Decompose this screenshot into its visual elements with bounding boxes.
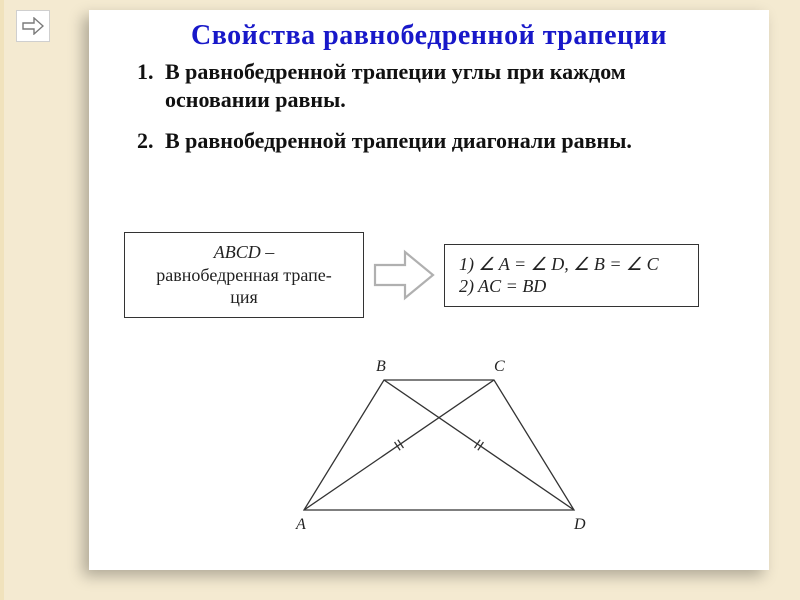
properties-list: В равнобедренной трапеции углы при каждо…	[89, 52, 769, 155]
prev-slide-button[interactable]	[16, 10, 50, 42]
diagonal-bd	[384, 380, 574, 510]
diagonal-ac	[304, 380, 494, 510]
slide: Свойства равнобедренной трапеции В равно…	[89, 10, 769, 570]
premise-box: ABCD – равнобедренная трапе- ция	[124, 232, 364, 318]
big-arrow-icon	[369, 248, 439, 302]
premise-line-3: ция	[230, 287, 258, 307]
slide-background: Свойства равнобедренной трапеции В равно…	[0, 0, 800, 600]
vertex-label-a: A	[296, 516, 306, 534]
trapezoid-figure: A B C D	[294, 360, 584, 530]
big-arrow-path	[375, 252, 433, 298]
trapezoid-shape	[304, 380, 574, 510]
conclusion-line-2: 2) AC = BD	[459, 276, 546, 296]
premise-line-2: равнобедренная трапе-	[156, 265, 331, 285]
vertex-label-b: B	[376, 358, 386, 376]
vertex-label-d: D	[574, 516, 586, 534]
arrow-right-icon	[22, 17, 44, 35]
vertex-label-c: C	[494, 358, 505, 376]
slide-title: Свойства равнобедренной трапеции	[89, 10, 769, 52]
implication-row: ABCD – равнобедренная трапе- ция 1) ∠ A …	[124, 220, 744, 330]
conclusion-box: 1) ∠ A = ∠ D, ∠ B = ∠ C 2) AC = BD	[444, 244, 699, 307]
trapezoid-polygon	[304, 380, 574, 510]
arrow-outline	[23, 18, 43, 34]
conclusion-line-1: 1) ∠ A = ∠ D, ∠ B = ∠ C	[459, 254, 659, 274]
trapezoid-svg	[294, 360, 584, 530]
implies-arrow	[364, 248, 444, 302]
list-item: В равнобедренной трапеции диагонали равн…	[159, 127, 729, 155]
list-item: В равнобедренной трапеции углы при каждо…	[159, 58, 729, 113]
premise-line-1: ABCD –	[214, 242, 275, 262]
